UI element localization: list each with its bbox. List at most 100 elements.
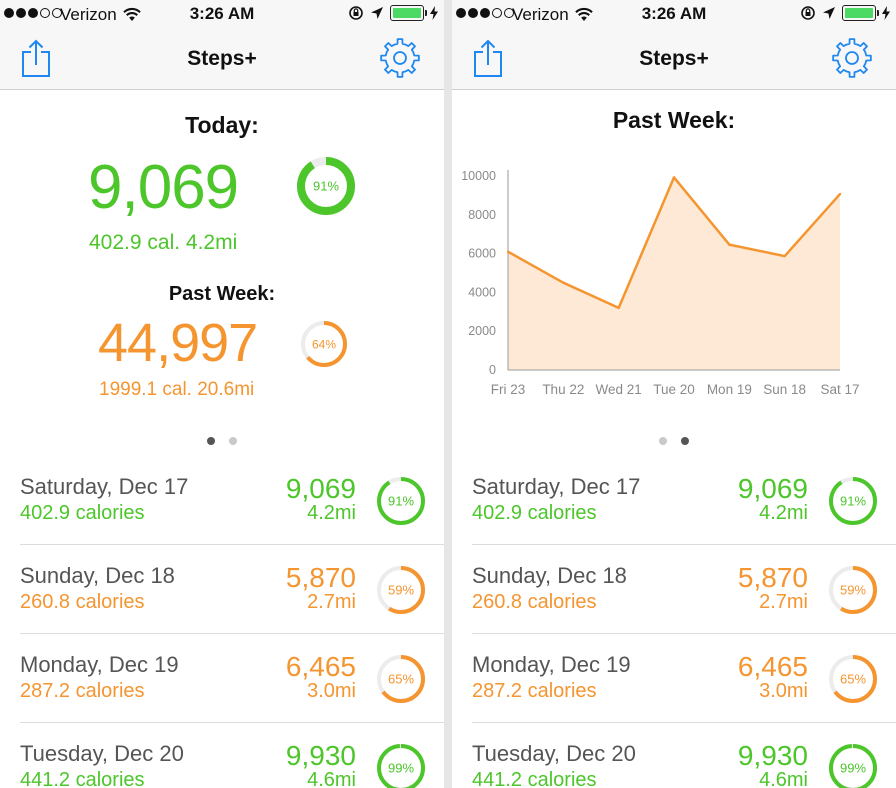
day-steps: 9,069 [737, 473, 808, 504]
progress-arc [297, 157, 355, 215]
day-row[interactable]: Sunday, Dec 18 260.8 calories 5,870 2.7mi 59… [472, 545, 896, 634]
chart-point [783, 254, 786, 258]
page-dot[interactable] [659, 437, 667, 445]
share-icon[interactable] [472, 38, 504, 78]
signal-dot [4, 8, 14, 18]
page-dot[interactable] [229, 437, 237, 445]
day-calories: 260.8 calories [472, 591, 597, 613]
y-tick-label: 2000 [468, 324, 496, 338]
progress-label: 99% [840, 761, 866, 776]
day-date: Monday, Dec 19 [472, 652, 631, 677]
signal-strength-icon [4, 8, 62, 18]
day-miles: 2.7mi [759, 591, 808, 613]
progress-label: 59% [840, 583, 866, 598]
navigation-bar: Steps+ [0, 30, 444, 90]
page-control[interactable] [452, 437, 896, 445]
past-week-details: 1999.1 cal. 20.6mi [99, 379, 255, 400]
x-tick-label: Sat 17 [820, 382, 859, 397]
chart-point [728, 243, 731, 246]
day-steps: 5,870 [285, 562, 356, 593]
day-miles: 4.6mi [307, 769, 356, 788]
day-calories: 402.9 calories [472, 502, 597, 524]
progress-label: 59% [388, 583, 414, 598]
day-progress-ring: 91% [829, 477, 877, 525]
charging-icon [430, 6, 438, 20]
battery-level [845, 8, 873, 18]
day-date: Tuesday, Dec 20 [472, 741, 636, 766]
past-week-chart: 0 2000 4000 6000 8000 10000 Fri 23 Thu 22 Wed 21… [461, 169, 859, 397]
gear-icon[interactable] [378, 36, 422, 80]
day-row[interactable]: Saturday, Dec 17 402.9 calories 9,069 4.2mi… [20, 456, 444, 545]
day-calories: 441.2 calories [20, 769, 145, 788]
page-control[interactable] [0, 437, 444, 445]
progress-arc [377, 566, 425, 614]
day-row[interactable]: Sunday, Dec 18 260.8 calories 5,870 2.7mi 59… [20, 545, 444, 634]
x-tick-label: Wed 21 [596, 382, 642, 397]
progress-label: 65% [840, 672, 866, 687]
screenshot-divider [444, 0, 452, 788]
chart-point [562, 281, 565, 284]
progress-arc [377, 655, 425, 703]
battery-icon [390, 5, 427, 21]
today-steps: 9,069 [88, 153, 239, 222]
day-steps: 9,930 [285, 740, 356, 771]
day-date: Saturday, Dec 17 [472, 474, 641, 499]
progress-arc [829, 655, 877, 703]
progress-label: 99% [388, 761, 414, 776]
signal-strength-icon [456, 8, 514, 18]
day-row[interactable]: Tuesday, Dec 20 441.2 calories 9,930 4.6mi 9… [20, 723, 444, 788]
share-icon[interactable] [20, 38, 52, 78]
day-row[interactable]: Tuesday, Dec 20 441.2 calories 9,930 4.6mi 9… [472, 723, 896, 788]
progress-arc [377, 744, 425, 788]
day-progress-ring: 99% [377, 744, 425, 788]
location-icon [823, 7, 835, 19]
progress-arc [829, 566, 877, 614]
page-dot[interactable] [207, 437, 215, 445]
today-progress-ring: 91% [297, 157, 355, 215]
signal-dot [52, 8, 62, 18]
day-miles: 4.6mi [759, 769, 808, 788]
x-tick-label: Sun 18 [763, 382, 806, 397]
gear-icon[interactable] [830, 36, 874, 80]
day-calories: 260.8 calories [20, 591, 145, 613]
day-calories: 287.2 calories [472, 680, 597, 702]
progress-label: 65% [388, 672, 414, 687]
day-miles: 4.2mi [759, 502, 808, 524]
signal-dot [492, 8, 502, 18]
day-row[interactable]: Monday, Dec 19 287.2 calories 6,465 3.0mi 65… [20, 634, 444, 723]
day-miles: 3.0mi [759, 680, 808, 702]
x-tick-label: Mon 19 [707, 382, 752, 397]
day-row[interactable]: Saturday, Dec 17 402.9 calories 9,069 4.2mi… [472, 456, 896, 545]
y-tick-label: 0 [489, 363, 496, 377]
progress-label: 91% [388, 494, 414, 509]
navigation-bar: Steps+ [452, 30, 896, 90]
day-date: Tuesday, Dec 20 [20, 741, 184, 766]
rotation-lock-icon [349, 6, 363, 20]
daily-list: Saturday, Dec 17 402.9 calories 9,069 4.2mi… [0, 456, 444, 788]
day-miles: 4.2mi [307, 502, 356, 524]
day-miles: 2.7mi [307, 591, 356, 613]
day-miles: 3.0mi [307, 680, 356, 702]
progress-arc [829, 744, 877, 788]
signal-dot [480, 8, 490, 18]
wifi-icon [123, 7, 141, 21]
day-progress-ring: 59% [377, 566, 425, 614]
day-date: Monday, Dec 19 [20, 652, 179, 677]
day-steps: 6,465 [285, 651, 356, 682]
daily-list: Saturday, Dec 17 402.9 calories 9,069 4.2mi… [452, 456, 896, 788]
day-date: Sunday, Dec 18 [20, 563, 175, 588]
day-progress-ring: 65% [377, 655, 425, 703]
chart-screen: Verizon 3:26 AM Ste [452, 0, 896, 788]
day-row[interactable]: Monday, Dec 19 287.2 calories 6,465 3.0mi 65… [472, 634, 896, 723]
progress-label: 91% [840, 494, 866, 509]
page-dot[interactable] [681, 437, 689, 445]
y-tick-label: 10000 [461, 169, 496, 183]
charging-icon [882, 6, 890, 20]
battery-icon [842, 5, 879, 21]
past-week-steps: 44,997 [98, 313, 258, 373]
signal-dot [504, 8, 514, 18]
status-bar: Verizon 3:26 AM [452, 0, 896, 30]
chart-point [838, 192, 842, 196]
chart-point [672, 176, 676, 179]
day-progress-ring: 59% [829, 566, 877, 614]
